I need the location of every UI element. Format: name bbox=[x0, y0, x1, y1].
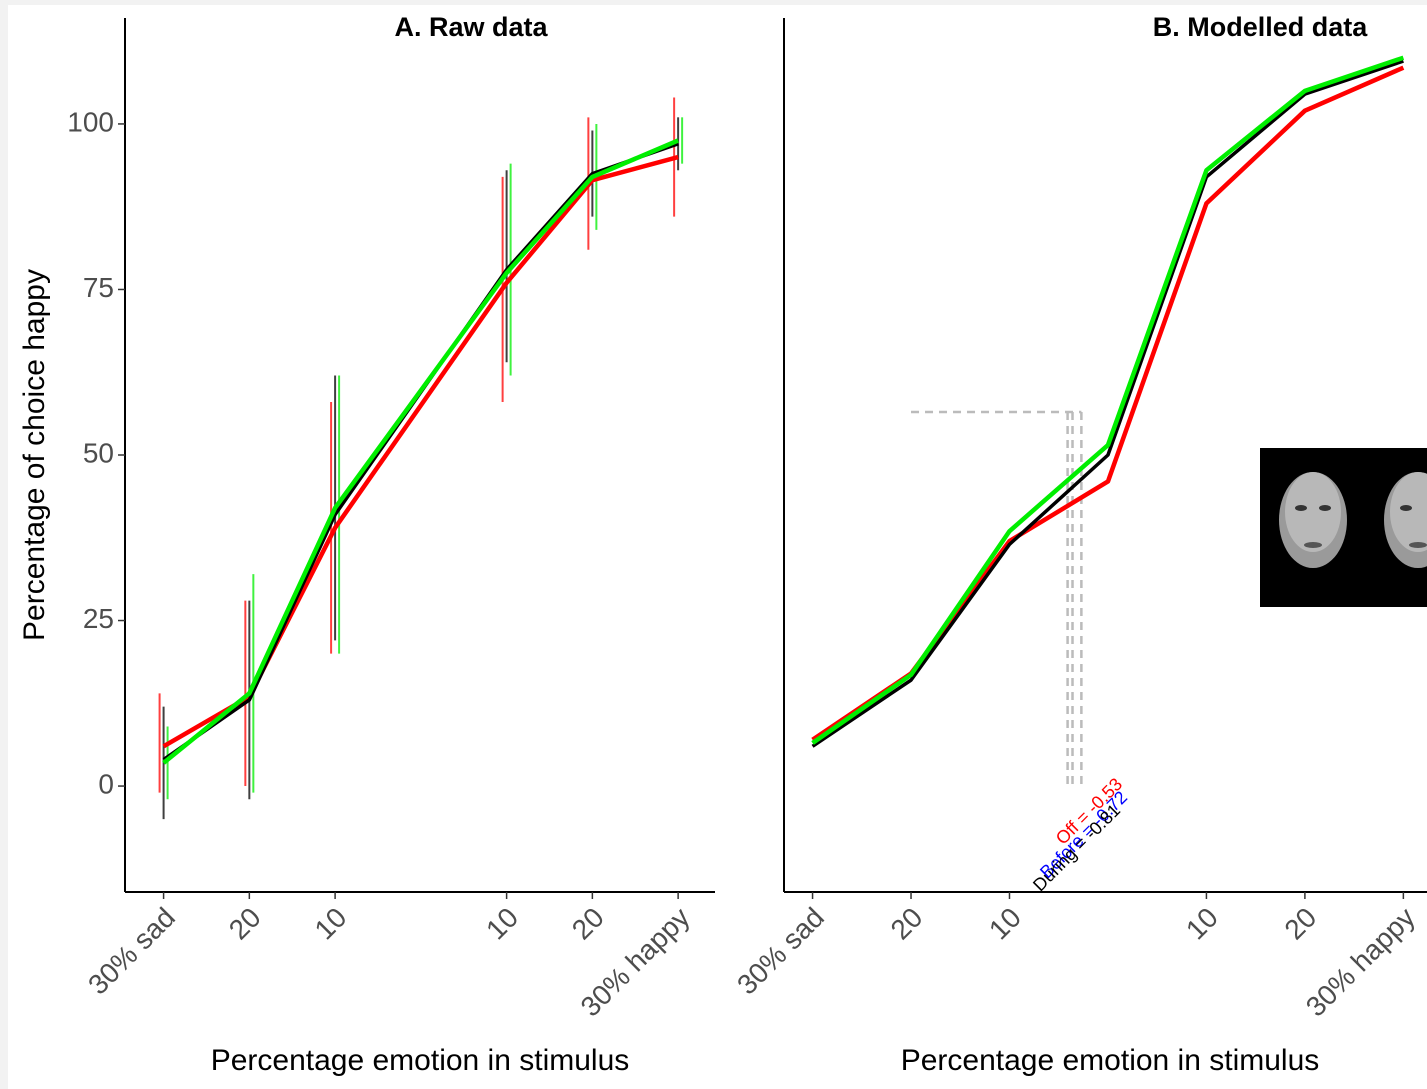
y-tick-label: 100 bbox=[67, 106, 114, 137]
y-tick-label: 50 bbox=[83, 437, 114, 468]
y-axis-title: Percentage of choice happy bbox=[18, 269, 51, 641]
x-axis-title: Percentage emotion in stimulus bbox=[901, 1044, 1320, 1077]
y-tick-label: 25 bbox=[83, 603, 114, 634]
chart-title: A. Raw data bbox=[394, 12, 548, 42]
series-line bbox=[811, 59, 1404, 748]
background bbox=[8, 5, 1427, 1089]
series-line bbox=[811, 55, 1405, 745]
y-tick-label: 75 bbox=[83, 272, 114, 303]
series-line bbox=[162, 138, 680, 765]
x-axis-title: Percentage emotion in stimulus bbox=[211, 1044, 630, 1077]
face-image bbox=[1260, 448, 1427, 607]
chart-title: B. Modelled data bbox=[1153, 12, 1369, 42]
y-tick-label: 0 bbox=[98, 768, 114, 799]
